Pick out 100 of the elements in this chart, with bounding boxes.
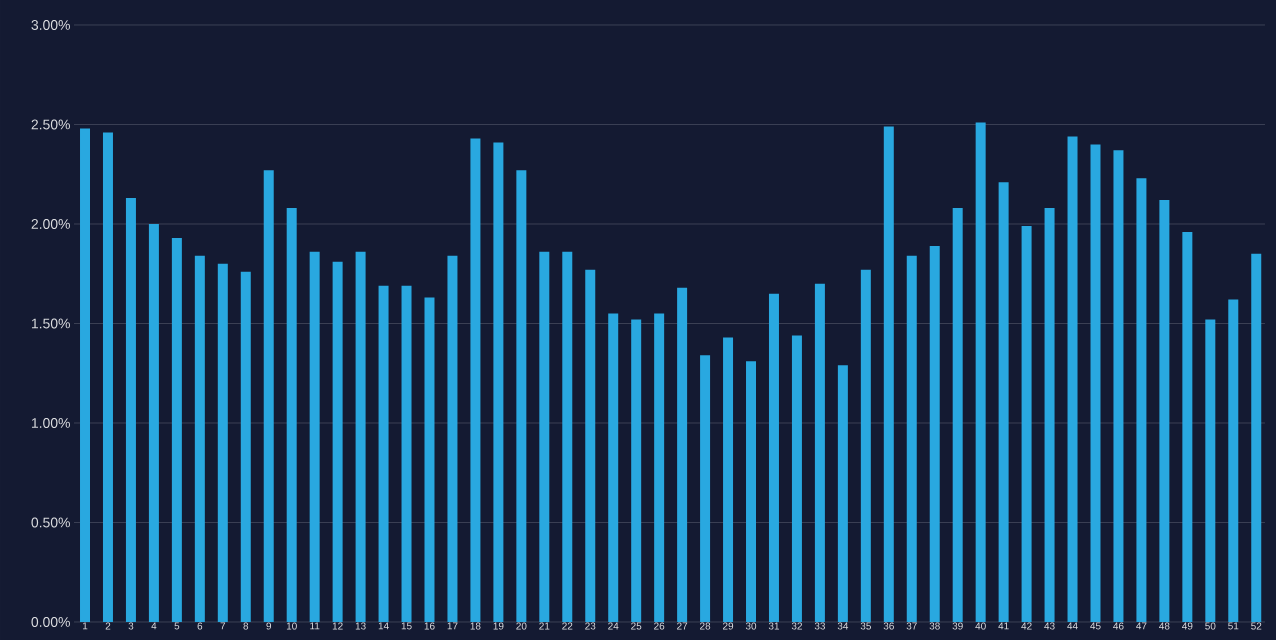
x-tick-label: 3 — [128, 622, 134, 630]
bar — [286, 208, 297, 622]
bar — [1113, 150, 1124, 622]
bar — [860, 269, 871, 622]
bar — [562, 251, 573, 622]
x-tick-label: 30 — [745, 622, 757, 630]
x-tick-label: 47 — [1136, 622, 1147, 630]
bar — [263, 170, 274, 622]
x-tick-label: 48 — [1159, 622, 1170, 630]
y-tick-label: 0.50% — [31, 517, 70, 528]
x-tick-label: 38 — [929, 622, 940, 630]
x-tick-label: 45 — [1090, 622, 1101, 630]
bar — [355, 251, 366, 622]
x-tick-label: 16 — [424, 622, 435, 630]
bar — [125, 198, 136, 622]
x-tick-label: 5 — [174, 622, 180, 630]
x-tick-label: 46 — [1113, 622, 1124, 630]
x-tick-label: 37 — [906, 622, 917, 630]
x-tick-label: 49 — [1182, 622, 1193, 630]
x-tick-label: 24 — [608, 622, 619, 630]
bar — [677, 287, 688, 622]
bar — [1136, 178, 1147, 622]
x-tick-label: 25 — [631, 622, 642, 630]
bar — [80, 128, 91, 622]
bar — [1251, 253, 1262, 622]
x-tick-label: 33 — [814, 622, 826, 630]
x-tick-label: 41 — [998, 622, 1009, 630]
x-tick-label: 15 — [401, 622, 412, 630]
y-tick-label: 3.00% — [31, 20, 70, 30]
x-tick-label: 23 — [585, 622, 596, 630]
bar — [1228, 299, 1239, 622]
x-tick-label: 22 — [562, 622, 573, 630]
y-tick-label: 1.00% — [31, 418, 70, 428]
bar — [309, 251, 320, 622]
bar — [608, 313, 619, 622]
bar — [1205, 319, 1216, 622]
bar — [493, 142, 504, 622]
x-tick-label: 31 — [768, 622, 780, 630]
x-tick-label: 20 — [516, 622, 527, 630]
bar — [240, 271, 251, 622]
bar — [217, 263, 228, 622]
x-tick-label: 17 — [447, 622, 458, 630]
x-tick-label: 2 — [105, 622, 111, 630]
x-tick-label: 39 — [952, 622, 963, 630]
y-tick-label: 0.00% — [31, 617, 70, 627]
bar — [1159, 200, 1170, 622]
x-tick-label: 7 — [220, 622, 226, 630]
bar — [929, 245, 940, 622]
x-tick-label: 52 — [1251, 622, 1262, 630]
x-tick-label: 35 — [860, 622, 871, 630]
y-tick-label: 1.50% — [31, 318, 70, 329]
bar — [883, 126, 894, 622]
bar — [378, 285, 389, 622]
bar — [700, 355, 711, 622]
x-tick-label: 51 — [1228, 622, 1239, 630]
bar — [516, 170, 527, 622]
bar — [952, 208, 963, 622]
x-tick-label: 14 — [378, 622, 389, 630]
bar — [906, 255, 917, 622]
x-tick-label: 12 — [332, 622, 343, 630]
y-tick-label: 2.50% — [31, 119, 70, 130]
x-tick-label: 44 — [1067, 622, 1078, 630]
x-tick-label: 21 — [539, 622, 550, 630]
bar — [1021, 225, 1032, 622]
x-tick-label: 8 — [243, 622, 249, 630]
x-tick-label: 11 — [310, 622, 320, 630]
bar — [585, 269, 596, 622]
bar — [975, 122, 986, 622]
x-tick-label: 10 — [286, 622, 297, 630]
bar — [1067, 136, 1078, 622]
x-tick-label: 18 — [470, 622, 481, 630]
x-tick-label: 26 — [654, 622, 665, 630]
x-tick-label: 40 — [975, 622, 986, 630]
x-tick-label: 42 — [1021, 622, 1032, 630]
bar — [470, 138, 481, 622]
bar — [746, 361, 757, 622]
x-tick-label: 27 — [677, 622, 688, 630]
x-tick-label: 43 — [1044, 622, 1055, 630]
bar — [723, 337, 734, 622]
x-tick-label: 28 — [700, 622, 711, 630]
x-tick-label: 36 — [883, 622, 894, 630]
x-tick-label: 13 — [355, 622, 366, 630]
bar — [148, 223, 159, 622]
bar — [102, 132, 113, 622]
bar — [814, 283, 825, 622]
x-tick-label: 6 — [197, 622, 203, 630]
bar — [631, 319, 642, 622]
x-tick-label: 29 — [723, 622, 734, 630]
bar — [1044, 208, 1055, 622]
bar — [171, 237, 182, 622]
bar — [194, 255, 205, 622]
bar — [539, 251, 550, 622]
bar — [791, 335, 802, 622]
x-tick-label: 34 — [837, 622, 849, 630]
bar — [1182, 231, 1193, 622]
bar — [332, 261, 343, 622]
y-tick-label: 2.00% — [31, 219, 70, 229]
x-tick-label: 19 — [493, 622, 504, 630]
bar — [998, 182, 1009, 622]
bar — [401, 285, 412, 622]
